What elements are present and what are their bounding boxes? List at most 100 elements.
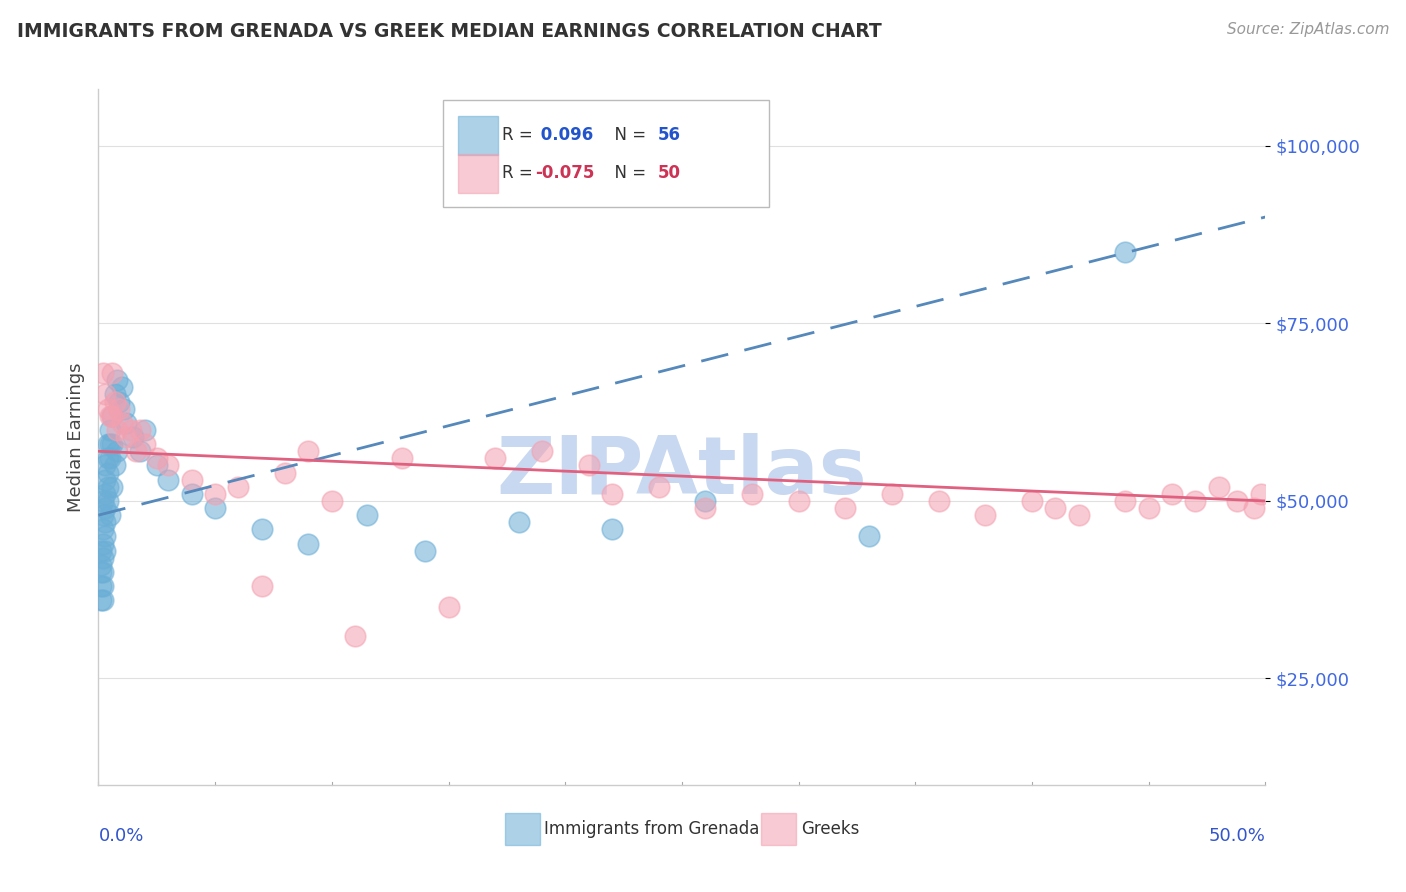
- Point: [108, 394, 131, 409]
- Point: [134, 423, 156, 437]
- Point: [97, 437, 120, 451]
- Point: [974, 508, 997, 523]
- FancyBboxPatch shape: [761, 814, 796, 846]
- FancyBboxPatch shape: [458, 154, 498, 193]
- Text: Greeks: Greeks: [801, 820, 859, 838]
- Point: [134, 437, 156, 451]
- Point: [297, 536, 319, 550]
- Point: [94, 529, 117, 543]
- Text: Immigrants from Grenada: Immigrants from Grenada: [544, 820, 759, 838]
- Point: [94, 473, 117, 487]
- Point: [180, 473, 202, 487]
- Point: [94, 501, 117, 516]
- Point: [105, 373, 128, 387]
- Point: [125, 444, 148, 458]
- Point: [880, 487, 903, 501]
- Point: [437, 600, 460, 615]
- Point: [578, 458, 600, 473]
- Point: [97, 451, 120, 466]
- Text: 56: 56: [658, 126, 681, 145]
- FancyBboxPatch shape: [443, 100, 769, 208]
- Point: [111, 380, 134, 394]
- Point: [1114, 494, 1136, 508]
- Point: [146, 451, 169, 466]
- Point: [115, 416, 138, 430]
- Point: [90, 579, 112, 593]
- Point: [91, 522, 114, 536]
- Point: [508, 516, 530, 530]
- Point: [250, 579, 273, 593]
- Point: [91, 366, 114, 380]
- Text: 0.096: 0.096: [534, 126, 593, 145]
- Point: [1208, 480, 1230, 494]
- Text: R =: R =: [502, 126, 538, 145]
- Point: [297, 444, 319, 458]
- Point: [741, 487, 763, 501]
- Point: [129, 423, 152, 437]
- Point: [356, 508, 378, 523]
- Point: [600, 522, 623, 536]
- Point: [120, 423, 142, 437]
- Point: [91, 565, 114, 579]
- Point: [122, 430, 145, 444]
- Point: [101, 409, 124, 423]
- Point: [91, 579, 114, 593]
- Text: ZIPAtlas: ZIPAtlas: [496, 433, 868, 511]
- Point: [647, 480, 669, 494]
- Point: [321, 494, 343, 508]
- Point: [1045, 501, 1067, 516]
- Point: [105, 423, 128, 437]
- Point: [98, 451, 121, 466]
- Point: [90, 565, 112, 579]
- Point: [146, 458, 169, 473]
- Point: [413, 543, 436, 558]
- Point: [530, 444, 553, 458]
- Point: [484, 451, 506, 466]
- Point: [94, 516, 117, 530]
- Point: [1114, 245, 1136, 260]
- Point: [105, 444, 128, 458]
- Text: N =: N =: [603, 164, 651, 182]
- Point: [1243, 501, 1265, 516]
- Point: [104, 387, 127, 401]
- Text: R =: R =: [502, 164, 538, 182]
- Point: [204, 501, 226, 516]
- Point: [1137, 501, 1160, 516]
- Point: [91, 550, 114, 565]
- Point: [104, 458, 127, 473]
- Point: [97, 480, 120, 494]
- Point: [101, 480, 124, 494]
- Point: [115, 430, 138, 444]
- Point: [858, 529, 880, 543]
- Point: [108, 401, 131, 416]
- Point: [111, 416, 134, 430]
- Point: [91, 494, 114, 508]
- Point: [695, 494, 717, 508]
- Text: 50.0%: 50.0%: [1209, 827, 1265, 845]
- Point: [1184, 494, 1206, 508]
- Point: [101, 366, 124, 380]
- Point: [274, 466, 297, 480]
- Point: [250, 522, 273, 536]
- Point: [94, 458, 117, 473]
- Point: [600, 487, 623, 501]
- Point: [180, 487, 202, 501]
- Point: [157, 458, 180, 473]
- Point: [695, 501, 717, 516]
- Point: [91, 593, 114, 607]
- Text: -0.075: -0.075: [534, 164, 595, 182]
- Point: [101, 409, 124, 423]
- Point: [1226, 494, 1249, 508]
- Point: [1161, 487, 1184, 501]
- Point: [129, 444, 152, 458]
- Point: [98, 508, 121, 523]
- Point: [97, 494, 120, 508]
- Point: [90, 558, 112, 572]
- Y-axis label: Median Earnings: Median Earnings: [66, 362, 84, 512]
- Point: [344, 629, 367, 643]
- Point: [97, 401, 120, 416]
- FancyBboxPatch shape: [505, 814, 540, 846]
- Point: [928, 494, 950, 508]
- Point: [91, 508, 114, 523]
- Point: [104, 394, 127, 409]
